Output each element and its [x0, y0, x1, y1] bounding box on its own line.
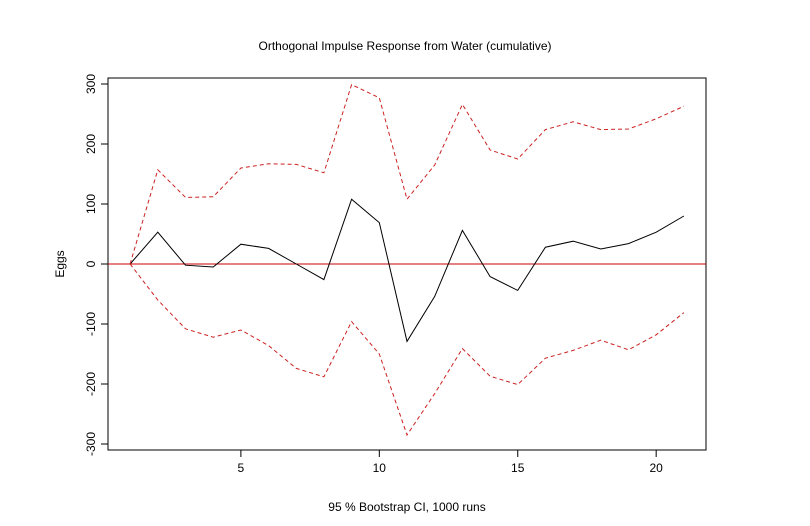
x-axis-label: 95 % Bootstrap CI, 1000 runs — [328, 500, 485, 514]
impulse-response-line — [129, 198, 685, 343]
y-tick-label: -200 — [84, 372, 98, 396]
y-tick-label: 0 — [84, 260, 98, 267]
x-axis: 5 10 15 20 — [238, 450, 663, 475]
x-tick-label: 20 — [649, 461, 663, 475]
y-tick-label: 100 — [84, 194, 98, 214]
y-tick-label: 300 — [84, 74, 98, 94]
x-tick-label: 10 — [373, 461, 387, 475]
lower-ci-line — [129, 263, 685, 437]
x-tick-label: 15 — [511, 461, 525, 475]
chart-title: Orthogonal Impulse Response from Water (… — [258, 39, 551, 53]
series-lines — [129, 83, 685, 437]
y-tick-label: -300 — [84, 432, 98, 456]
upper-ci-line — [129, 83, 685, 265]
y-axis-label: Eggs — [53, 250, 67, 277]
y-tick-label: -100 — [84, 312, 98, 336]
y-axis: -300 -200 -100 0 100 200 300 — [84, 74, 108, 456]
y-tick-label: 200 — [84, 134, 98, 154]
x-tick-label: 5 — [238, 461, 245, 475]
